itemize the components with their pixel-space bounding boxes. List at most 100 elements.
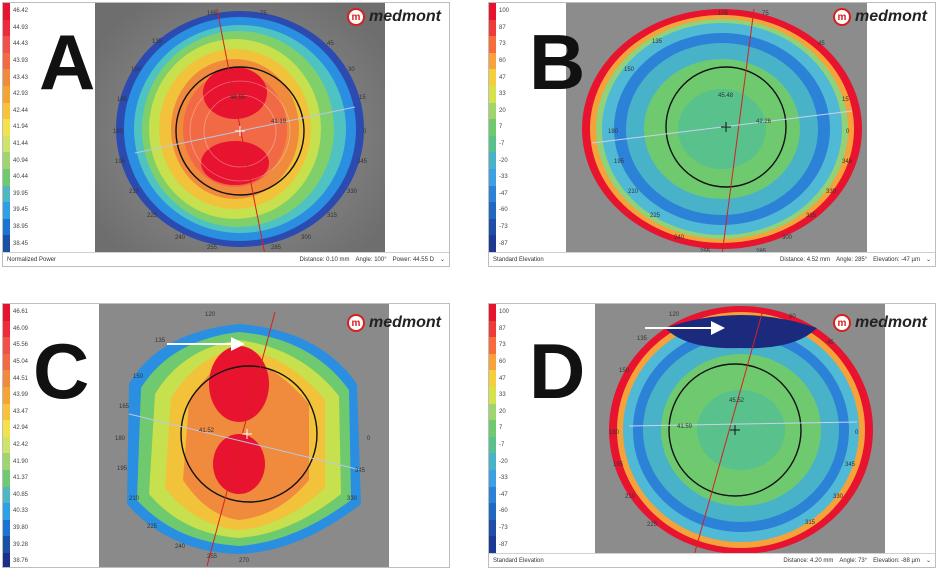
scale-swatch [489,52,496,70]
center-value: 41.19 [271,119,287,125]
degree-label: 0 [363,129,367,135]
scale-row: 46.42 [3,3,41,20]
scale-swatch [3,420,10,437]
degree-label: 240 [175,235,186,241]
chevron-down-icon[interactable]: ⌄ [439,257,445,263]
scale-swatch [489,386,496,404]
degree-label: 345 [355,468,366,474]
scale-swatch [489,469,496,487]
scale-swatch [489,304,496,321]
chevron-down-icon[interactable]: ⌄ [925,558,931,564]
scale-row: -47 [489,185,527,203]
scale-swatch [489,202,496,219]
scale-value: 42.42 [13,442,29,449]
degree-label: 135 [155,338,166,344]
scale-value: 43.43 [13,74,29,81]
scale-row: 87 [489,19,527,37]
chevron-down-icon[interactable]: ⌄ [925,257,931,263]
scale-value: -87 [499,541,508,548]
degree-label: 345 [357,159,368,165]
status-bar: Normalized Power Distance: 0.10 mm Angle… [3,252,449,266]
degree-label: 105 [718,11,729,17]
scale-value: 45.56 [13,342,29,349]
scale-value: 60 [499,359,506,366]
medmont-logo-icon: m [833,314,851,332]
degree-label: 135 [152,39,163,45]
center-value: 41.59 [677,424,693,430]
scale-value: 38.76 [13,558,29,565]
panel-a: 46.42 44.93 44.43 43.93 43.43 42.93 42.44 41.94… [2,2,450,267]
scale-row: 46.09 [3,320,41,338]
scale-value: -7 [499,141,505,148]
scale-row: 73 [489,337,527,354]
degree-label: 180 [113,129,124,135]
scale-swatch [3,85,10,103]
angle-readout: Angle: 285° [836,256,868,263]
degree-label: 210 [628,189,639,195]
degree-label: 75 [260,11,267,17]
scale-swatch [489,36,496,53]
scale-value: 20 [499,408,506,415]
scale-swatch [3,519,10,537]
degree-label: 180 [115,436,126,442]
scale-swatch [489,69,496,86]
scale-value: 41.44 [13,141,29,148]
scale-swatch [489,320,496,338]
status-bar: Standard Elevation Distance: 4.20 mm Ang… [489,553,935,567]
scale-row: -60 [489,202,527,219]
scale-row: 7 [489,420,527,437]
scale-row: 44.51 [3,370,41,387]
degree-label: 195 [613,462,624,468]
scale-value: 44.51 [13,375,29,382]
degree-label: 210 [129,189,140,195]
panel-c: 46.61 46.09 45.56 45.04 44.51 43.99 43.47 42.94… [2,303,450,568]
scale-swatch [3,218,10,236]
degree-label: 0 [367,436,371,442]
scale-value: 33 [499,392,506,399]
scale-row: -7 [489,135,527,153]
scale-value: -47 [499,190,508,197]
scale-row: 40.33 [3,503,41,520]
scale-swatch [3,353,10,371]
scale-swatch [489,337,496,354]
degree-label: 150 [624,67,635,73]
scale-row: -33 [489,469,527,487]
scale-value: 38.95 [13,224,29,231]
center-value: 45.48 [718,93,734,99]
degree-label: 345 [845,462,856,468]
scale-value: 38.45 [13,240,29,247]
degree-label: 225 [147,213,158,219]
scale-swatch [3,337,10,354]
scale-swatch [489,168,496,186]
degree-label: 345 [842,159,853,165]
scale-swatch [489,102,496,120]
scale-row: 73 [489,36,527,53]
scale-swatch [489,420,496,437]
scale-row: 33 [489,386,527,404]
color-scale: 46.61 46.09 45.56 45.04 44.51 43.99 43.47 42.94… [3,304,41,567]
scale-value: 42.93 [13,91,29,98]
degree-label: 120 [669,312,680,318]
brand-logo: m medmont [347,8,441,26]
scale-swatch [489,519,496,537]
scale-value: 33 [499,91,506,98]
degree-label: 120 [205,312,216,318]
degree-label: 135 [637,336,648,342]
center-value: 44.55 [230,95,246,101]
scale-row: -33 [489,168,527,186]
scale-swatch [3,536,10,553]
scale-row: 40.94 [3,152,41,169]
scale-row: 38.45 [3,235,41,252]
scale-row: -87 [489,536,527,553]
scale-value: 41.37 [13,475,29,482]
scale-swatch [489,403,496,421]
degree-label: 180 [608,129,619,135]
scale-value: -33 [499,475,508,482]
scale-row: 39.95 [3,185,41,203]
scale-row: 41.44 [3,135,41,153]
scale-value: 44.43 [13,41,29,48]
panel-d: 1008773604733207-7-20-33-47-60-73-87-100… [488,303,936,568]
degree-label: 45 [827,340,834,346]
scale-swatch [3,202,10,219]
scale-swatch [3,453,10,470]
